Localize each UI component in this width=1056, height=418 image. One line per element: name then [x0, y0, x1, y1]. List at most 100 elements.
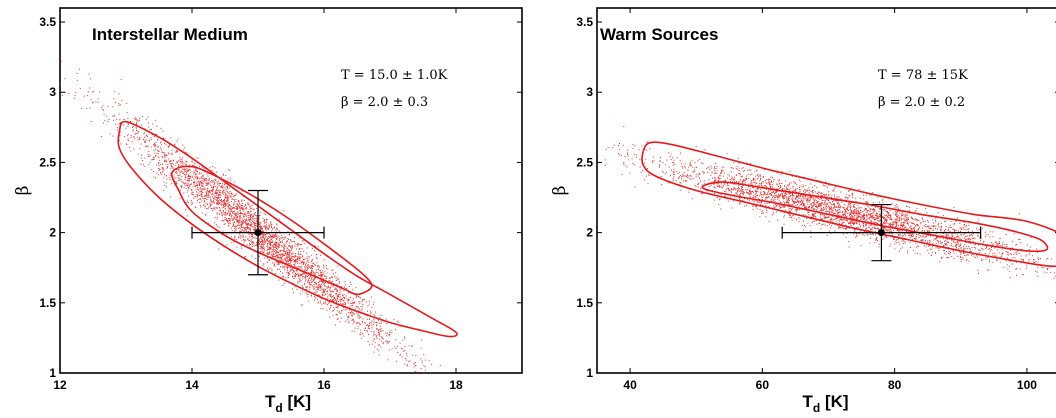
scatter-point: [759, 175, 761, 177]
scatter-point: [226, 194, 228, 196]
scatter-point: [308, 300, 310, 302]
scatter-point: [178, 180, 180, 181]
scatter-point: [196, 185, 198, 187]
scatter-point: [781, 211, 783, 213]
scatter-point: [668, 166, 670, 168]
scatter-point: [968, 245, 970, 247]
scatter-point: [1011, 247, 1013, 249]
scatter-point: [268, 227, 270, 229]
scatter-point: [896, 229, 898, 231]
scatter-point: [307, 294, 309, 296]
scatter-point: [275, 244, 277, 246]
scatter-point: [141, 124, 143, 126]
scatter-point: [287, 231, 289, 233]
scatter-point: [1022, 274, 1024, 276]
scatter-point: [205, 184, 207, 186]
scatter-point: [28, 65, 29, 66]
scatter-point: [342, 304, 344, 306]
scatter-point: [254, 224, 256, 226]
scatter-point: [300, 267, 302, 269]
scatter-point: [359, 323, 360, 325]
scatter-point: [806, 190, 808, 192]
scatter-point: [801, 200, 803, 202]
scatter-point: [733, 176, 735, 178]
scatter-point: [241, 221, 243, 223]
scatter-point: [248, 227, 250, 229]
scatter-point: [270, 253, 272, 255]
scatter-point: [119, 123, 121, 125]
scatter-point: [306, 258, 308, 260]
scatter-point: [211, 190, 213, 192]
scatter-point: [253, 221, 255, 223]
scatter-point: [280, 257, 282, 259]
scatter-point: [286, 247, 288, 249]
scatter-point: [299, 279, 301, 281]
scatter-point: [869, 215, 871, 217]
scatter-point: [804, 195, 806, 197]
scatter-point: [290, 245, 292, 247]
scatter-point: [330, 291, 332, 293]
scatter-point: [270, 247, 272, 249]
scatter-point: [822, 214, 824, 216]
scatter-point: [336, 299, 338, 301]
scatter-point: [206, 199, 208, 200]
scatter-point: [247, 211, 249, 212]
scatter-point: [309, 288, 311, 290]
scatter-point: [237, 221, 239, 223]
scatter-point: [349, 296, 351, 298]
scatter-point: [199, 181, 201, 183]
scatter-point: [638, 149, 640, 151]
scatter-point: [741, 190, 743, 192]
scatter-point: [274, 273, 276, 275]
scatter-point: [155, 133, 157, 135]
scatter-point: [935, 221, 937, 223]
scatter-point: [243, 222, 245, 224]
scatter-point: [280, 271, 281, 273]
scatter-point: [305, 268, 307, 270]
scatter-point: [209, 197, 211, 199]
scatter-point: [295, 253, 296, 255]
x-axis-label-main: T: [265, 392, 276, 411]
scatter-point: [789, 196, 791, 198]
scatter-point: [937, 242, 939, 244]
scatter-point: [231, 236, 233, 238]
scatter-point: [242, 213, 244, 215]
scatter-point: [883, 222, 885, 224]
scatter-point: [1028, 260, 1030, 262]
scatter-point: [213, 208, 215, 210]
scatter-point: [227, 205, 229, 207]
scatter-point: [388, 334, 390, 336]
scatter-point: [215, 193, 217, 195]
scatter-point: [277, 256, 279, 258]
scatter-point: [156, 164, 158, 166]
scatter-point: [874, 209, 876, 211]
scatter-point: [207, 193, 209, 195]
scatter-point: [677, 173, 679, 175]
scatter-point: [176, 140, 178, 142]
scatter-point: [882, 202, 884, 204]
scatter-point: [913, 249, 915, 251]
scatter-point: [343, 293, 345, 295]
scatter-point: [292, 275, 293, 277]
scatter-point: [217, 201, 219, 202]
scatter-point: [312, 279, 314, 281]
scatter-point: [366, 324, 368, 326]
scatter-point: [370, 322, 372, 323]
scatter-point: [201, 193, 202, 195]
scatter-point: [251, 223, 253, 225]
scatter-point: [233, 195, 235, 197]
scatter-point: [151, 169, 153, 170]
scatter-point: [809, 201, 811, 203]
scatter-point: [905, 226, 907, 228]
scatter-point: [887, 215, 889, 217]
scatter-point: [621, 174, 623, 176]
scatter-point: [913, 226, 915, 228]
scatter-point: [218, 213, 220, 215]
scatter-point: [344, 320, 346, 322]
scatter-point: [898, 241, 900, 243]
scatter-point: [246, 220, 248, 222]
scatter-point: [891, 225, 893, 227]
scatter-point: [282, 267, 284, 269]
scatter-point: [203, 204, 205, 206]
scatter-point: [800, 204, 802, 206]
